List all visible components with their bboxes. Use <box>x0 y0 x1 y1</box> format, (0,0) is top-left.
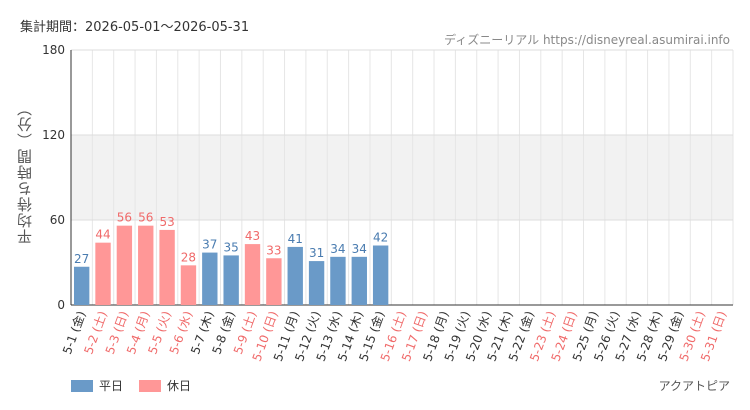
data-label: 28 <box>181 250 196 264</box>
period-label: 集計期間：2026-05-01〜2026-05-31 <box>20 20 250 35</box>
legend-item-holiday: 休日 <box>139 377 191 394</box>
legend-swatch-holiday <box>139 379 162 392</box>
bar <box>372 245 389 305</box>
data-label: 34 <box>330 242 345 256</box>
data-label: 37 <box>202 238 217 252</box>
data-label: 41 <box>288 232 303 246</box>
y-tick-label: 120 <box>42 128 65 142</box>
data-label: 56 <box>117 211 132 225</box>
bar <box>138 225 154 305</box>
legend-item-weekday: 平日 <box>71 377 123 394</box>
bar <box>73 266 90 305</box>
bar <box>180 265 197 305</box>
legend-label-weekday: 平日 <box>99 379 124 393</box>
bar <box>95 242 111 305</box>
legend: 平日 休日 <box>71 377 191 394</box>
bar <box>266 258 282 305</box>
data-label: 34 <box>352 242 367 256</box>
facility-name: アクアトピア <box>658 379 730 393</box>
data-label: 31 <box>309 246 324 260</box>
bar <box>202 252 218 305</box>
data-label: 27 <box>74 252 89 266</box>
bar <box>223 255 239 305</box>
bar <box>330 256 346 305</box>
data-label: 35 <box>224 240 239 254</box>
data-label: 42 <box>373 231 388 245</box>
bar <box>244 244 261 305</box>
data-label: 44 <box>95 228 110 242</box>
legend-swatch-weekday <box>71 379 93 392</box>
legend-label-holiday: 休日 <box>167 379 192 393</box>
bar <box>351 256 367 305</box>
data-label: 43 <box>245 229 260 243</box>
bar <box>159 229 175 305</box>
data-label: 56 <box>138 211 153 225</box>
bar <box>116 225 133 305</box>
source-credit: ディズニーリアル https://disneyreal.asumirai.inf… <box>444 33 730 47</box>
grid-band <box>71 135 733 220</box>
bar <box>287 246 303 305</box>
y-tick-label: 180 <box>42 43 65 57</box>
data-label: 33 <box>266 243 281 257</box>
y-tick-label: 60 <box>50 213 65 227</box>
bar <box>308 261 325 305</box>
y-tick-label: 0 <box>57 298 65 312</box>
data-label: 53 <box>159 215 174 229</box>
